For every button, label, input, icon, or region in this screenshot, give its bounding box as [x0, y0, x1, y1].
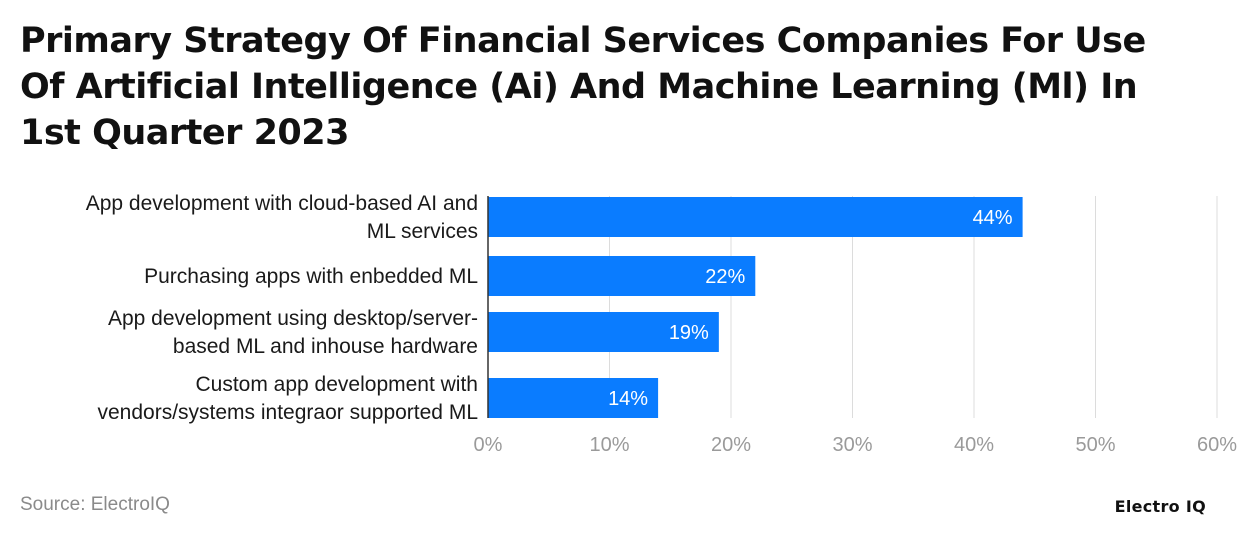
category-label: App development using desktop/server-: [108, 307, 478, 330]
x-tick-label: 50%: [1075, 434, 1115, 456]
source-note: Source: ElectroIQ: [20, 494, 170, 515]
x-tick-label: 40%: [954, 434, 994, 456]
brand-logo: Electro IQ: [1114, 497, 1206, 516]
category-label: App development with cloud-based AI and: [86, 192, 478, 215]
bar-value-label: 22%: [705, 266, 745, 288]
x-tick-label: 30%: [832, 434, 872, 456]
bar: [488, 378, 659, 418]
category-label: Purchasing apps with enbedded ML: [144, 265, 478, 288]
bar-value-label: 14%: [608, 388, 648, 410]
x-tick-label: 60%: [1197, 434, 1237, 456]
bar: [488, 256, 756, 296]
x-tick-label: 20%: [711, 434, 751, 456]
category-label: vendors/systems integraor supported ML: [97, 401, 478, 424]
category-label: Custom app development with: [196, 373, 479, 396]
bar: [488, 197, 1023, 237]
chart-title: Primary Strategy Of Financial Services C…: [20, 21, 1146, 153]
category-label: based ML and inhouse hardware: [173, 335, 478, 358]
x-tick-label: 0%: [474, 434, 503, 456]
bar: [488, 312, 719, 352]
bar-value-label: 44%: [973, 207, 1013, 229]
category-label: ML services: [367, 220, 478, 243]
bar-value-label: 19%: [669, 322, 709, 344]
x-tick-label: 10%: [589, 434, 629, 456]
